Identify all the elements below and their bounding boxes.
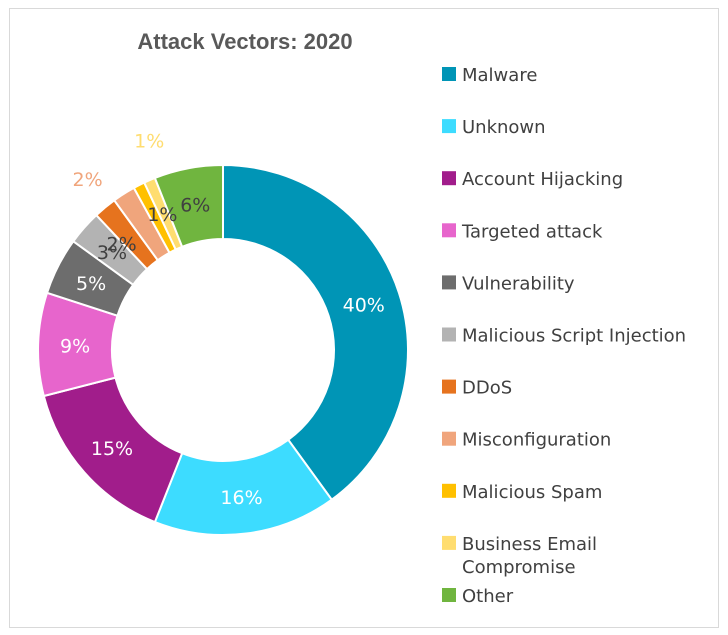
legend-swatch xyxy=(442,275,456,290)
legend-label: Malware xyxy=(462,65,537,86)
legend-swatch xyxy=(442,379,456,394)
legend-item-misconfiguration: Misconfiguration xyxy=(442,430,611,451)
slice-label-malicious-spam: 1% xyxy=(147,204,177,226)
legend-swatch xyxy=(442,327,456,342)
slice-label-misconfiguration: 2% xyxy=(73,169,103,191)
legend-swatch xyxy=(442,171,456,186)
slice-other xyxy=(153,163,224,249)
slice-labels: 40%16%15%9%5%3%2%2%1%1%6% xyxy=(60,131,385,509)
slice-label-ddos: 2% xyxy=(107,234,137,256)
legend-swatch xyxy=(442,67,456,81)
slice-label-malicious-script-injection: 3% xyxy=(97,242,127,264)
legend-item-malicious-script-injection: Malicious Script Injection xyxy=(442,326,686,347)
legend-item-other: Other xyxy=(442,586,514,607)
slice-malware xyxy=(222,163,409,502)
slice-label-targeted-attack: 9% xyxy=(60,335,90,357)
legend-swatch xyxy=(442,535,456,550)
legend-swatch xyxy=(442,431,456,446)
legend-label: Other xyxy=(462,586,514,607)
chart-title: Attack Vectors: 2020 xyxy=(137,29,352,54)
legend-item-malware: Malware xyxy=(442,65,537,86)
legend-swatch xyxy=(442,588,456,602)
slice-label-vulnerability: 5% xyxy=(76,273,106,295)
legend-label: Malicious Script Injection xyxy=(462,326,686,347)
legend-item-malicious-spam: Malicious Spam xyxy=(442,482,602,503)
slice-label-business-email-compromise: 1% xyxy=(134,131,164,153)
legend-label: Unknown xyxy=(462,117,546,138)
legend-label: DDoS xyxy=(462,378,512,399)
legend-item-vulnerability: Vulnerability xyxy=(442,273,575,294)
legend-item-business-email-compromise: Business Email Compromise xyxy=(442,534,597,578)
legend-swatch xyxy=(442,483,456,498)
slice-label-unknown: 16% xyxy=(220,487,262,509)
chart-frame: Attack Vectors: 2020 40% 16% 15% 9% 5% 3% 2% 2%… xyxy=(9,8,719,628)
legend-item-unknown: Unknown xyxy=(442,117,546,138)
slice-label-malware: 40% xyxy=(343,294,385,316)
legend-label: Targeted attack xyxy=(461,221,603,242)
legend-label: Vulnerability xyxy=(462,273,575,294)
donut-slices xyxy=(37,163,409,536)
legend-label: Business Email Compromise xyxy=(462,534,597,578)
legend-swatch xyxy=(442,119,456,134)
legend-item-ddos: DDoS xyxy=(442,378,512,399)
legend-item-targeted-attack: Targeted attack xyxy=(442,221,603,242)
legend-item-account-hijacking: Account Hijacking xyxy=(442,169,623,190)
legend-label: Malicious Spam xyxy=(462,482,602,503)
legend-label: Account Hijacking xyxy=(462,169,623,190)
legend: Malware Unknown Account Hijacking Targeted … xyxy=(442,65,686,607)
chart-canvas: Attack Vectors: 2020 40%16%15%9%5%3%2%2%… xyxy=(37,29,686,607)
legend-swatch xyxy=(442,223,456,238)
slice-label-account-hijacking: 15% xyxy=(91,438,133,460)
slice-label-other: 6% xyxy=(180,195,210,217)
legend-label: Misconfiguration xyxy=(462,430,611,451)
